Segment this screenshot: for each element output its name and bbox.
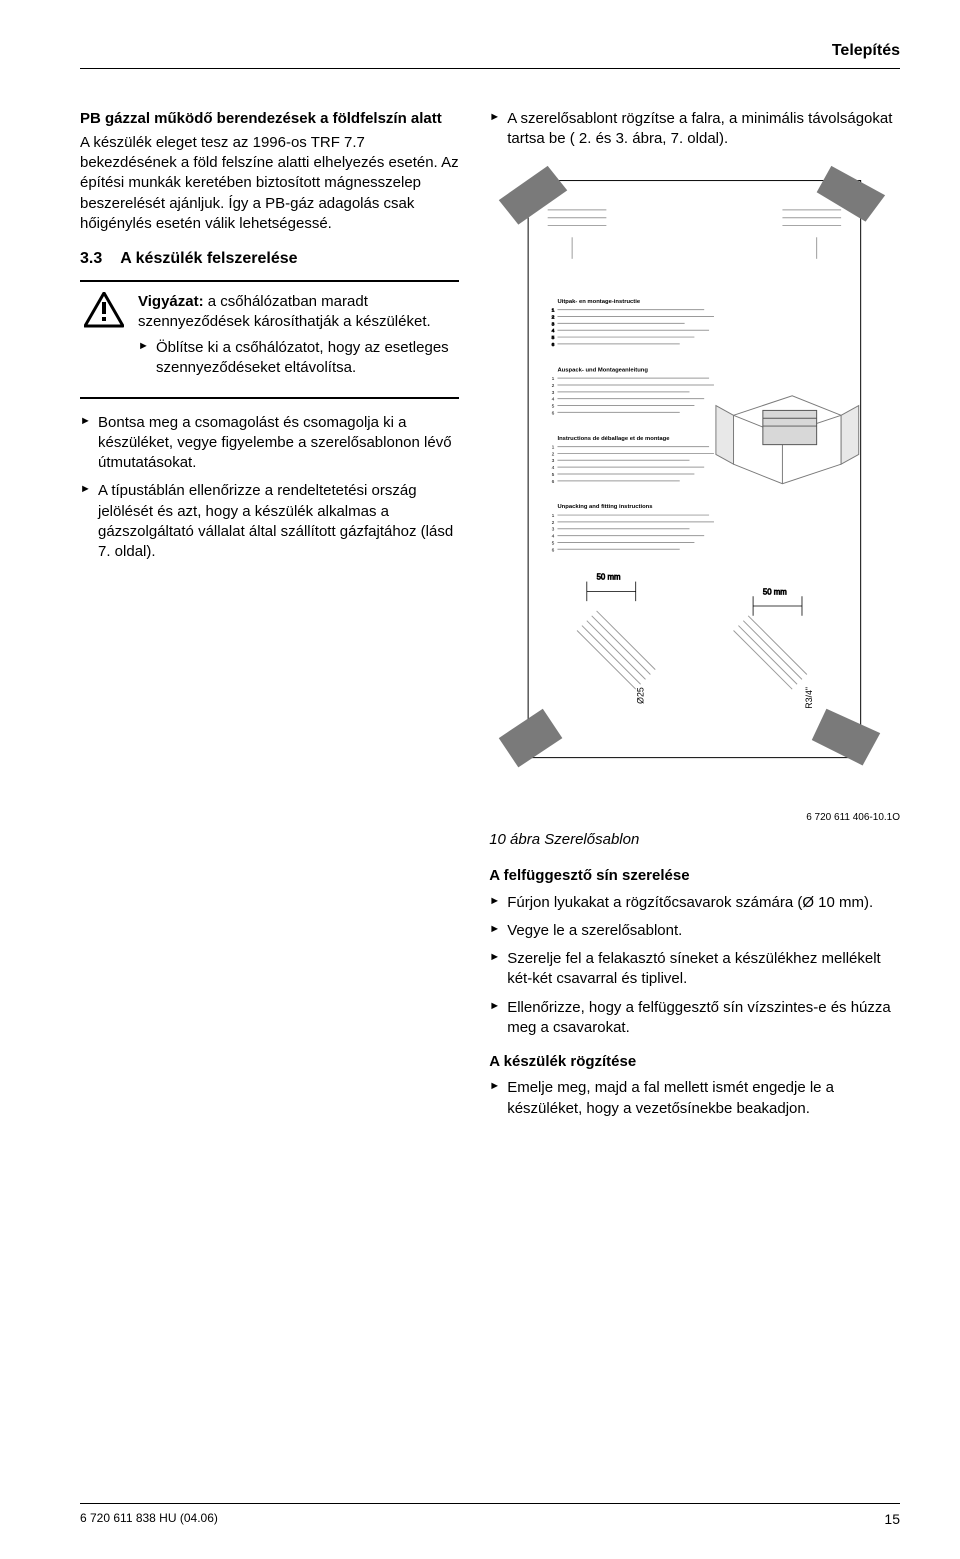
left-bullet-1: Bontsa meg a csomagolást és csomagolja k…	[80, 413, 459, 474]
right-column: A szerelősablont rögzítse a falra, a min…	[489, 109, 900, 1131]
left-bullet-2: A típustáblán ellenőrizze a rendelteteté…	[80, 481, 459, 562]
fig-dim-50-right: 50 mm	[763, 587, 787, 596]
fig-label-d25: Ø25	[636, 687, 646, 704]
fig-dim-50-left: 50 mm	[597, 573, 621, 582]
svg-text:5: 5	[552, 541, 555, 547]
caution-bullet: Öblítse ki a csőhálózatot, hogy az esetl…	[138, 338, 455, 379]
svg-text:6: 6	[552, 410, 555, 416]
svg-text:1: 1	[552, 376, 555, 382]
caution-box: Vigyázat: a csőhálózatban maradt szennye…	[80, 280, 459, 399]
footer-doc: 6 720 611 838 HU (04.06)	[80, 1510, 218, 1529]
svg-text:1: 1	[552, 445, 555, 451]
svg-text:6: 6	[552, 547, 555, 553]
svg-text:4: 4	[552, 534, 555, 540]
svg-text:2: 2	[552, 383, 555, 389]
rail-bullet-3: Szerelje fel a felakasztó síneket a kész…	[489, 949, 900, 990]
fig-block-2-title: Auspack- und Montageanleitung	[558, 367, 649, 373]
caution-text: Vigyázat: a csőhálózatban maradt szennye…	[138, 292, 455, 387]
svg-text:6: 6	[552, 342, 555, 348]
svg-text:1: 1	[552, 308, 555, 314]
svg-text:3: 3	[552, 527, 555, 533]
svg-text:6: 6	[552, 479, 555, 485]
svg-text:1: 1	[552, 513, 555, 519]
right-top-bullet: A szerelősablont rögzítse a falra, a min…	[489, 109, 900, 150]
fix-heading: A készülék rögzítése	[489, 1052, 900, 1072]
fig-block-3-title: Instructions de déballage et de montage	[558, 436, 671, 442]
left-intro: A készülék eleget tesz az 1996-os TRF 7.…	[80, 133, 459, 234]
svg-text:4: 4	[552, 328, 555, 334]
svg-text:2: 2	[552, 315, 555, 321]
left-heading: PB gázzal működő berendezések a földfels…	[80, 109, 459, 129]
section-header: Telepítés	[80, 40, 900, 69]
footer-page-number: 15	[884, 1510, 900, 1529]
fix-bullet-1: Emelje meg, majd a fal mellett ismét eng…	[489, 1078, 900, 1119]
svg-text:4: 4	[552, 465, 555, 471]
fig-label-r34: R3/4"	[804, 687, 814, 709]
svg-text:5: 5	[552, 335, 555, 341]
rail-heading: A felfüggesztő sín szerelése	[489, 866, 900, 886]
svg-text:5: 5	[552, 404, 555, 410]
svg-text:2: 2	[552, 520, 555, 526]
svg-text:5: 5	[552, 472, 555, 478]
svg-text:3: 3	[552, 458, 555, 464]
fig-block-4-title: Unpacking and fitting instructions	[558, 504, 654, 510]
svg-text:3: 3	[552, 321, 555, 327]
section-title: A készülék felszerelése	[120, 248, 459, 270]
warning-icon	[84, 292, 124, 328]
section-row: 3.3 A készülék felszerelése	[80, 248, 459, 270]
rail-bullet-4: Ellenőrizze, hogy a felfüggesztő sín víz…	[489, 998, 900, 1039]
left-column: PB gázzal működő berendezések a földfels…	[80, 109, 459, 1131]
svg-text:4: 4	[552, 397, 555, 403]
figure-ref-code: 6 720 611 406-10.1O	[489, 811, 900, 825]
rail-bullet-1: Fúrjon lyukakat a rögzítőcsavarok számár…	[489, 893, 900, 913]
svg-text:3: 3	[552, 390, 555, 396]
rail-bullet-2: Vegye le a szerelősablont.	[489, 921, 900, 941]
section-number: 3.3	[80, 248, 102, 270]
svg-text:2: 2	[552, 451, 555, 457]
fig-block-1-title: Uitpak- en montage-instructie	[558, 299, 641, 305]
page-footer: 6 720 611 838 HU (04.06) 15	[80, 1503, 900, 1529]
figure-mounting-template: Uitpak- en montage-instructie 1 2	[489, 161, 900, 807]
figure-caption: 10 ábra Szerelősablon	[489, 830, 900, 850]
caution-lead: Vigyázat:	[138, 293, 204, 310]
